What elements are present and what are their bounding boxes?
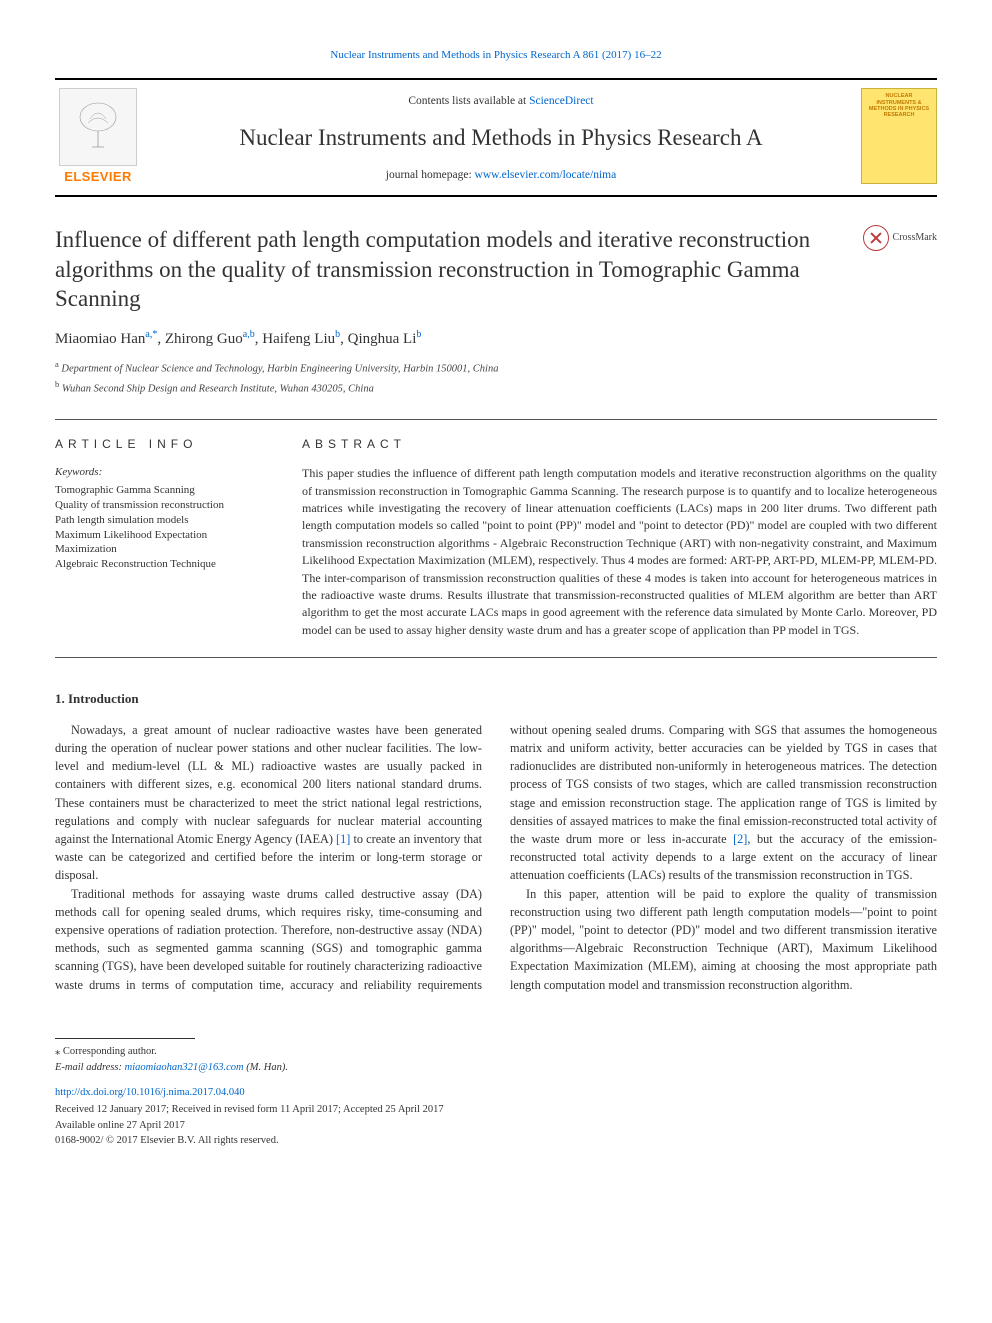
keyword-item: Path length simulation models [55,513,270,528]
paragraph-3: In this paper, attention will be paid to… [510,885,937,994]
received-dates: Received 12 January 2017; Received in re… [55,1102,937,1117]
contents-prefix: Contents lists available at [408,95,529,107]
homepage-prefix: journal homepage: [386,169,475,181]
elsevier-tree-icon [59,88,137,166]
abstract-text: This paper studies the influence of diff… [302,465,937,639]
copyright-line: 0168-9002/ © 2017 Elsevier B.V. All righ… [55,1133,937,1148]
keyword-item: Maximum Likelihood Expectation [55,528,270,543]
elsevier-logo: ELSEVIER [55,88,141,187]
available-online: Available online 27 April 2017 [55,1118,937,1133]
author-list: Miaomiao Hana,*, Zhirong Guoa,b, Haifeng… [55,328,937,351]
body-section: 1. Introduction Nowadays, a great amount… [55,690,937,994]
rule-below-info [55,657,937,658]
journal-homepage-link[interactable]: www.elsevier.com/locate/nima [475,169,617,181]
email-attribution: (M. Han). [244,1062,288,1073]
abstract-block: ABSTRACT This paper studies the influenc… [302,436,937,639]
keywords-list: Tomographic Gamma ScanningQuality of tra… [55,483,270,572]
footer: ⁎ Corresponding author. E-mail address: … [55,1038,937,1148]
affiliations: a Department of Nuclear Science and Tech… [55,358,937,396]
body-columns: Nowadays, a great amount of nuclear radi… [55,721,937,994]
article-title: Influence of different path length compu… [55,225,845,313]
paragraph-1: Nowadays, a great amount of nuclear radi… [55,721,482,885]
header-rule-top [55,78,937,81]
section-heading-intro: 1. Introduction [55,690,937,709]
footnote-rule [55,1038,195,1039]
email-line: E-mail address: miaomiaohan321@163.com (… [55,1060,937,1075]
author-email-link[interactable]: miaomiaohan321@163.com [125,1062,244,1073]
ref-link-2[interactable]: [2] [733,832,747,846]
journal-cover-thumbnail: NUCLEAR INSTRUMENTS & METHODS IN PHYSICS… [861,88,937,184]
article-info-label: ARTICLE INFO [55,436,270,453]
keywords-label: Keywords: [55,465,270,481]
elsevier-wordmark: ELSEVIER [64,168,132,187]
page-root: Nuclear Instruments and Methods in Physi… [0,0,992,1188]
crossmark-label: CrossMark [893,231,937,246]
keyword-item: Maximization [55,542,270,557]
citation-link[interactable]: Nuclear Instruments and Methods in Physi… [55,48,937,64]
email-label: E-mail address: [55,1062,125,1073]
corresponding-author-note: ⁎ Corresponding author. [55,1044,937,1059]
keyword-item: Tomographic Gamma Scanning [55,483,270,498]
abstract-label: ABSTRACT [302,436,937,453]
keyword-item: Algebraic Reconstruction Technique [55,557,270,572]
ref-link-1[interactable]: [1] [336,832,350,846]
keyword-item: Quality of transmission reconstruction [55,498,270,513]
journal-title: Nuclear Instruments and Methods in Physi… [155,121,847,154]
doi-link[interactable]: http://dx.doi.org/10.1016/j.nima.2017.04… [55,1085,937,1100]
journal-homepage-line: journal homepage: www.elsevier.com/locat… [155,167,847,184]
journal-cover-text: NUCLEAR INSTRUMENTS & METHODS IN PHYSICS… [866,93,932,118]
crossmark-badge[interactable]: CrossMark [863,225,937,251]
crossmark-icon [863,225,889,251]
sciencedirect-link[interactable]: ScienceDirect [529,95,594,107]
affiliation-item: a Department of Nuclear Science and Tech… [55,358,937,377]
contents-available-line: Contents lists available at ScienceDirec… [155,93,847,110]
article-info-block: ARTICLE INFO Keywords: Tomographic Gamma… [55,436,270,639]
journal-header: ELSEVIER Contents lists available at Sci… [55,78,937,197]
affiliation-item: b Wuhan Second Ship Design and Research … [55,378,937,397]
